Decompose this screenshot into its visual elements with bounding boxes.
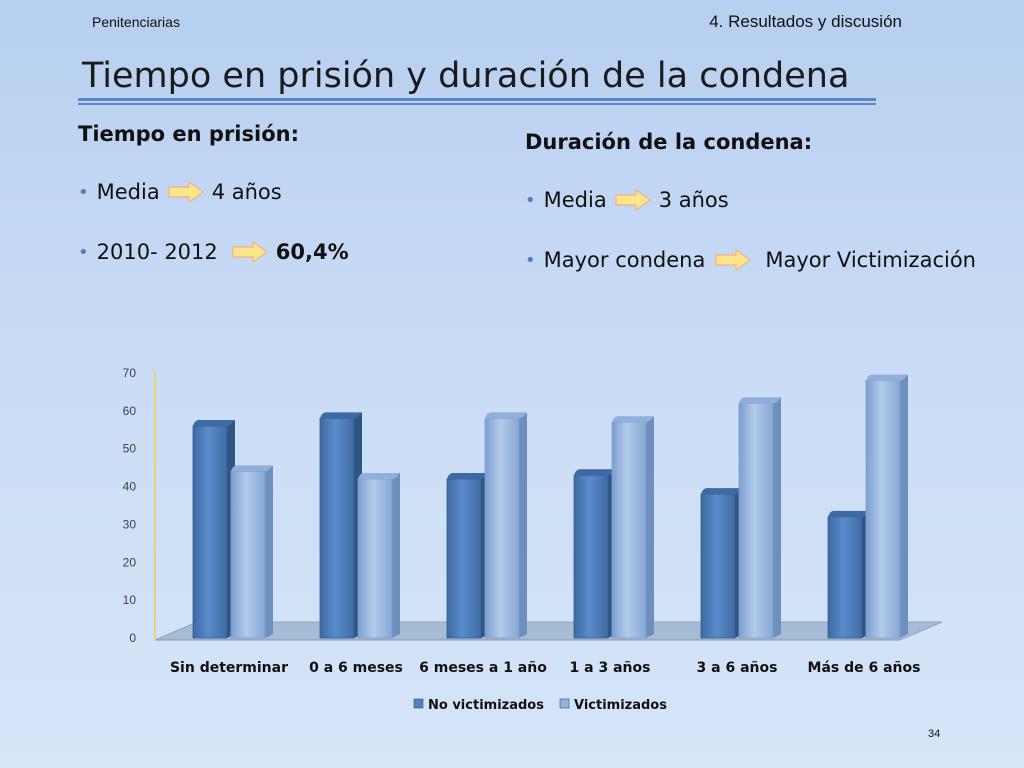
y-tick-label: 60 xyxy=(123,404,137,418)
legend-swatch xyxy=(413,698,424,709)
x-category-label: 0 a 6 meses xyxy=(309,660,403,676)
y-tick-label: 50 xyxy=(123,442,137,456)
header-section-label: Penitenciarias xyxy=(92,14,180,30)
legend-swatch xyxy=(559,698,570,709)
right-arrow-icon xyxy=(615,189,651,211)
bar-victimizados xyxy=(611,416,654,639)
x-category-label: 3 a 6 años xyxy=(697,660,778,676)
bar-no-victimizados xyxy=(827,510,870,639)
y-tick-label: 40 xyxy=(123,480,137,494)
y-tick-label: 10 xyxy=(123,593,137,607)
bar-victimizados xyxy=(738,397,781,639)
slide-title: Tiempo en prisión y duración de la conde… xyxy=(82,56,850,96)
item-label: 2010- 2012 xyxy=(96,240,218,264)
x-category-label: Más de 6 años xyxy=(808,660,921,676)
bullet-icon: • xyxy=(525,189,536,211)
right-arrow-icon xyxy=(715,249,752,271)
title-underline xyxy=(78,98,876,106)
y-tick-label: 70 xyxy=(123,366,137,380)
right-heading: Duración de la condena: xyxy=(525,130,813,154)
right-arrow-icon xyxy=(232,241,268,263)
bar-victimizados xyxy=(357,472,400,639)
right-arrow-icon xyxy=(168,181,204,203)
bar-no-victimizados xyxy=(700,488,743,639)
x-category-label: 1 a 3 años xyxy=(570,660,651,676)
right-item-media: • Media 3 años xyxy=(525,188,729,212)
item-label: Media xyxy=(543,188,607,212)
item-value: 3 años xyxy=(658,188,729,212)
bar-no-victimizados xyxy=(573,469,616,639)
page-number: 34 xyxy=(928,728,941,740)
item-value: 4 años xyxy=(211,180,282,204)
legend-label: Victimizados xyxy=(574,698,667,713)
bullet-icon: • xyxy=(78,181,89,203)
bar-no-victimizados xyxy=(319,412,362,639)
x-category-label: Sin determinar xyxy=(170,660,288,676)
bar-victimizados xyxy=(484,412,527,639)
right-item-sentence: • Mayor condena Mayor Victimización xyxy=(525,248,976,272)
bar-no-victimizados xyxy=(446,472,489,639)
bar-victimizados xyxy=(230,465,273,639)
legend-label: No victimizados xyxy=(428,698,544,713)
item-value: 60,4% xyxy=(275,240,349,264)
left-item-period: • 2010- 2012 60,4% xyxy=(78,240,349,264)
header-chapter-label: 4. Resultados y discusión xyxy=(709,12,902,31)
left-heading: Tiempo en prisión: xyxy=(78,122,299,146)
item-label: Media xyxy=(96,180,160,204)
x-category-label: 6 meses a 1 año xyxy=(419,660,547,676)
bar-no-victimizados xyxy=(192,419,235,639)
item-label: Mayor condena xyxy=(543,248,706,272)
left-column: Tiempo en prisión: • Media 4 años • 2010… xyxy=(78,122,478,282)
bar-victimizados xyxy=(865,374,908,639)
chart-floor xyxy=(154,621,943,641)
left-item-media: • Media 4 años xyxy=(78,180,282,204)
y-tick-label: 30 xyxy=(123,517,137,531)
y-tick-label: 20 xyxy=(123,555,137,569)
bullet-icon: • xyxy=(525,249,536,271)
bullet-icon: • xyxy=(78,241,89,263)
right-column: Duración de la condena: • Media 3 años •… xyxy=(525,130,1015,290)
item-value: Mayor Victimización xyxy=(765,248,976,272)
y-tick-label: 0 xyxy=(129,631,136,645)
